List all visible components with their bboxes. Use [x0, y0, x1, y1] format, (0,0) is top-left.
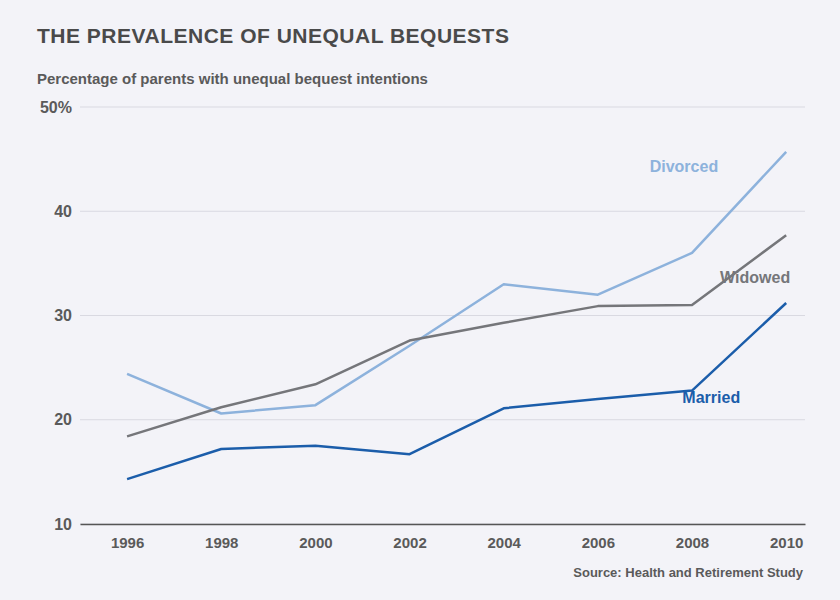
x-tick: 2008	[676, 524, 709, 551]
x-tick: 2006	[582, 524, 615, 551]
grid-line	[80, 107, 805, 108]
y-tick: 40	[54, 203, 80, 220]
subtitle: Percentage of parents with unequal beque…	[37, 70, 428, 87]
x-tick: 1996	[111, 524, 144, 551]
series-label: Widowed	[720, 269, 790, 286]
y-tick-label: 40	[54, 203, 72, 220]
grid-line	[80, 315, 805, 316]
series-label: Married	[682, 389, 740, 406]
y-tick: 10	[54, 516, 80, 533]
series-line	[127, 303, 786, 479]
y-tick-label: 20	[54, 411, 72, 428]
series-line	[127, 235, 786, 436]
y-tick: 20	[54, 411, 80, 428]
x-tick-label: 2000	[299, 534, 332, 551]
x-axis: 1996 1998 2000 2002 2004 2006 2008 2010	[81, 524, 806, 551]
x-tick: 2010	[770, 524, 803, 551]
grid	[80, 107, 805, 524]
x-tick-label: 2008	[676, 534, 709, 551]
chart: THE PREVALENCE OF UNEQUAL BEQUESTS Percen…	[0, 0, 840, 600]
x-tick-label: 1996	[111, 534, 144, 551]
x-tick-label: 2002	[393, 534, 426, 551]
x-tick-label: 2010	[770, 534, 803, 551]
x-tick: 1998	[205, 524, 238, 551]
lines	[127, 152, 786, 479]
y-tick-label: 10	[54, 516, 72, 533]
grid-line	[80, 524, 805, 525]
y-tick-label: 50%	[40, 99, 72, 116]
plot: 10 20 30 40 50% 1996 1998 2000 2002 2004 2006 2008 2…	[40, 99, 806, 551]
y-tick: 30	[54, 307, 80, 324]
x-tick: 2002	[393, 524, 426, 551]
series-line	[127, 152, 786, 414]
grid-line	[80, 419, 805, 420]
title: THE PREVALENCE OF UNEQUAL BEQUESTS	[37, 24, 509, 47]
x-tick: 2004	[488, 524, 522, 551]
y-axis-line	[80, 108, 81, 525]
x-tick-label: 1998	[205, 534, 238, 551]
x-tick-label: 2006	[582, 534, 615, 551]
x-axis-line	[81, 524, 806, 526]
series-label: Divorced	[650, 158, 718, 175]
grid-line	[80, 211, 805, 212]
background	[0, 0, 840, 600]
y-axis: 10 20 30 40 50%	[40, 99, 81, 533]
source: Source: Health and Retirement Study	[573, 565, 803, 580]
x-tick: 2000	[299, 524, 332, 551]
y-tick-label: 30	[54, 307, 72, 324]
series-labels: Divorced Widowed Married	[650, 158, 790, 406]
y-tick: 50%	[40, 99, 80, 116]
x-tick-label: 2004	[488, 534, 522, 551]
